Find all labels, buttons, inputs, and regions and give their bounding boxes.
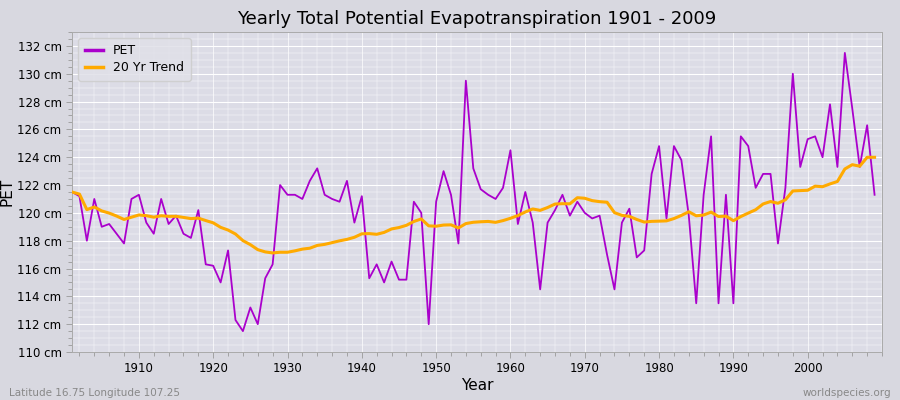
PET — [342, 178, 353, 183]
20 Yr Trend — [297, 247, 308, 252]
PET — [601, 252, 612, 257]
20 Yr Trend — [505, 216, 516, 221]
20 Yr Trend — [126, 215, 137, 220]
20 Yr Trend — [67, 190, 77, 194]
20 Yr Trend — [267, 250, 278, 255]
20 Yr Trend — [869, 155, 880, 160]
Text: Latitude 16.75 Longitude 107.25: Latitude 16.75 Longitude 107.25 — [9, 388, 180, 398]
Title: Yearly Total Potential Evapotranspiration 1901 - 2009: Yearly Total Potential Evapotranspiratio… — [238, 10, 716, 28]
20 Yr Trend — [512, 213, 523, 218]
20 Yr Trend — [601, 200, 612, 205]
20 Yr Trend — [342, 237, 353, 242]
Y-axis label: PET: PET — [0, 178, 14, 206]
Line: 20 Yr Trend: 20 Yr Trend — [72, 157, 875, 253]
20 Yr Trend — [861, 155, 872, 160]
PET — [297, 196, 308, 201]
PET — [512, 222, 523, 226]
PET — [238, 329, 248, 334]
Legend: PET, 20 Yr Trend: PET, 20 Yr Trend — [78, 38, 191, 80]
PET — [67, 190, 77, 194]
X-axis label: Year: Year — [461, 378, 493, 393]
PET — [840, 50, 850, 55]
Line: PET: PET — [72, 53, 875, 331]
PET — [869, 192, 880, 197]
PET — [126, 196, 137, 201]
PET — [505, 148, 516, 153]
Text: worldspecies.org: worldspecies.org — [803, 388, 891, 398]
